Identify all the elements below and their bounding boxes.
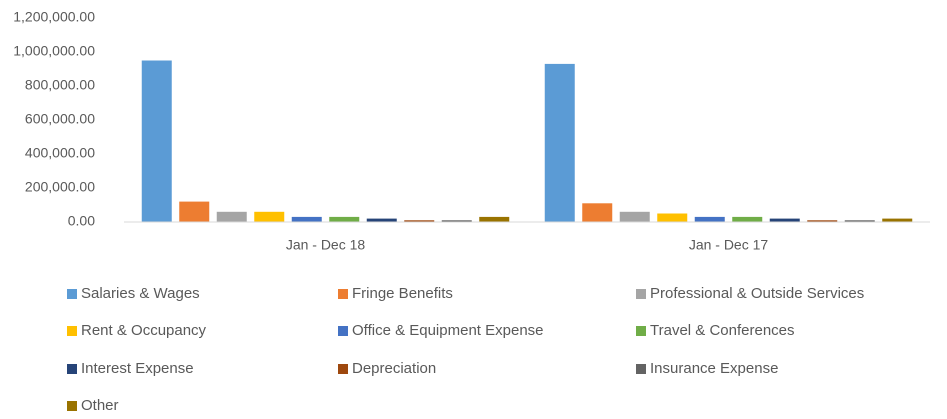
bar [882, 218, 913, 222]
bar [619, 211, 650, 222]
bar [404, 220, 435, 222]
bar [329, 216, 360, 222]
legend-swatch [636, 289, 646, 299]
legend-swatch [67, 364, 77, 374]
legend-label: Fringe Benefits [352, 285, 453, 302]
bar [479, 216, 510, 222]
legend-swatch [636, 364, 646, 374]
bar [657, 213, 688, 222]
legend-swatch [67, 326, 77, 336]
legend-swatch [338, 364, 348, 374]
bar [216, 211, 247, 222]
bar [179, 201, 210, 222]
y-tick-label: 1,200,000.00 [13, 9, 95, 25]
bar [844, 220, 875, 222]
y-tick-label: 0.00 [68, 213, 95, 229]
bar [582, 203, 613, 222]
x-tick-label: Jan - Dec 18 [286, 237, 366, 253]
bar [694, 216, 725, 222]
bar [291, 216, 322, 222]
bar [141, 60, 172, 222]
legend-swatch [67, 289, 77, 299]
y-tick-label: 200,000.00 [25, 179, 95, 195]
bar [544, 63, 575, 223]
legend-swatch [338, 289, 348, 299]
legend-swatch [636, 326, 646, 336]
legend-label: Other [81, 397, 119, 414]
legend-label: Rent & Occupancy [81, 322, 207, 339]
legend-swatch [338, 326, 348, 336]
y-tick-label: 600,000.00 [25, 111, 95, 127]
bar [769, 218, 800, 222]
legend-label: Travel & Conferences [650, 322, 795, 339]
legend-label: Professional & Outside Services [650, 285, 864, 302]
y-tick-label: 1,000,000.00 [13, 43, 95, 59]
bar [807, 220, 838, 222]
bar [441, 220, 472, 222]
bar [254, 211, 285, 222]
y-tick-label: 400,000.00 [25, 145, 95, 161]
legend-label: Salaries & Wages [81, 285, 200, 302]
bar [366, 218, 397, 222]
legend-label: Office & Equipment Expense [352, 322, 544, 339]
x-tick-label: Jan - Dec 17 [689, 237, 769, 253]
y-tick-label: 800,000.00 [25, 77, 95, 93]
legend-label: Insurance Expense [650, 360, 778, 377]
bar [732, 216, 763, 222]
legend-label: Depreciation [352, 360, 436, 377]
legend-swatch [67, 401, 77, 411]
legend-label: Interest Expense [81, 360, 194, 377]
